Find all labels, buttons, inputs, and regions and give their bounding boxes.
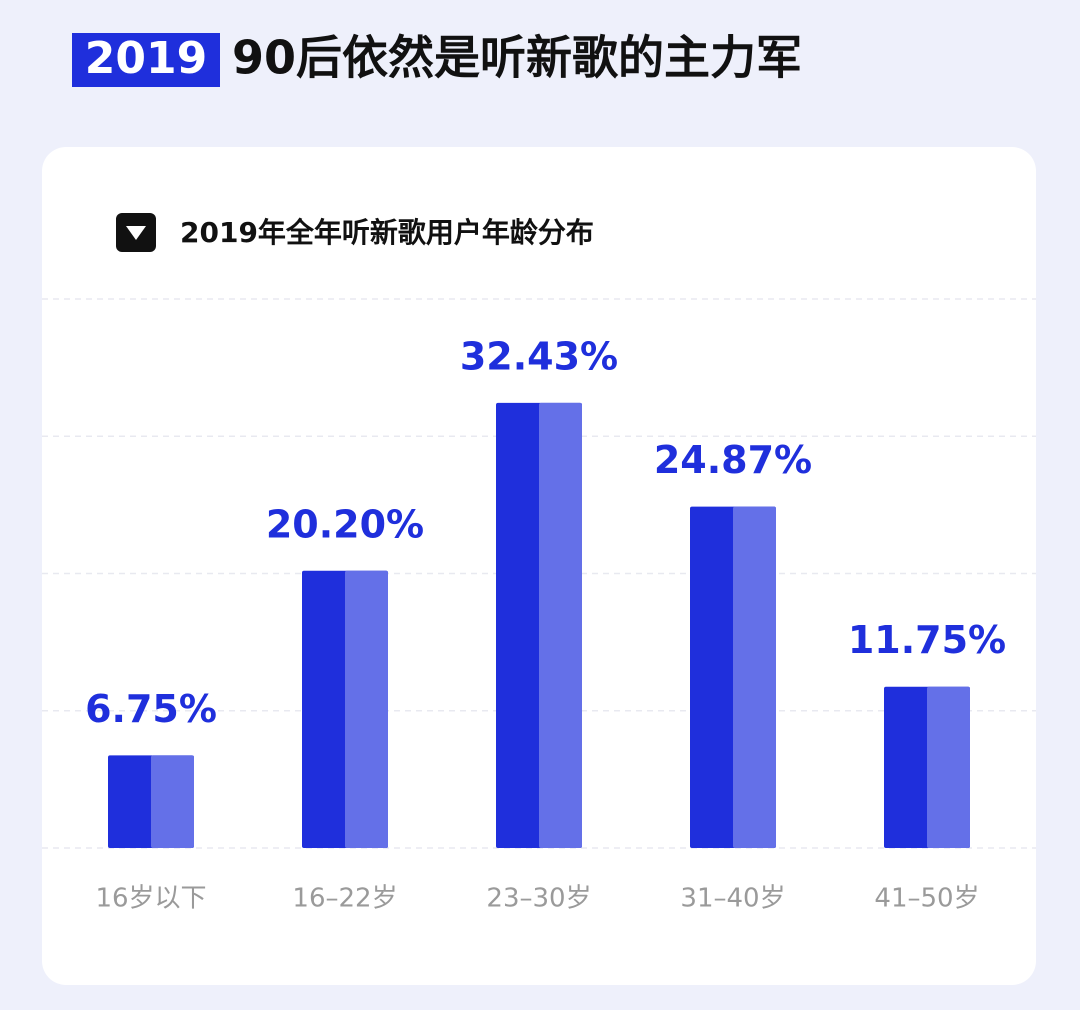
x-tick-label: 23–30岁 [486, 884, 591, 914]
subtitle-icon-arrow [126, 226, 146, 240]
bar-shade [345, 570, 388, 848]
bar-shade [151, 755, 194, 848]
bar-shade [927, 686, 970, 848]
title-tag: 2019 [85, 33, 207, 84]
chart-subtitle: 2019年全年听新歌用户年龄分布 [180, 216, 594, 249]
bar-shade [539, 402, 582, 848]
x-tick-label: 16岁以下 [95, 884, 206, 914]
value-label: 6.75% [85, 687, 217, 731]
chart-title: 90后依然是听新歌的主力军 [232, 31, 802, 85]
value-label: 32.43% [460, 334, 618, 378]
bar-shade [733, 506, 776, 848]
value-label: 11.75% [848, 618, 1006, 662]
x-tick-label: 16–22岁 [292, 884, 397, 914]
value-label: 20.20% [266, 502, 424, 546]
title-tag-bg [72, 33, 220, 87]
x-tick-label: 41–50岁 [874, 884, 979, 914]
value-label: 24.87% [654, 438, 812, 482]
x-tick-label: 31–40岁 [680, 884, 785, 914]
